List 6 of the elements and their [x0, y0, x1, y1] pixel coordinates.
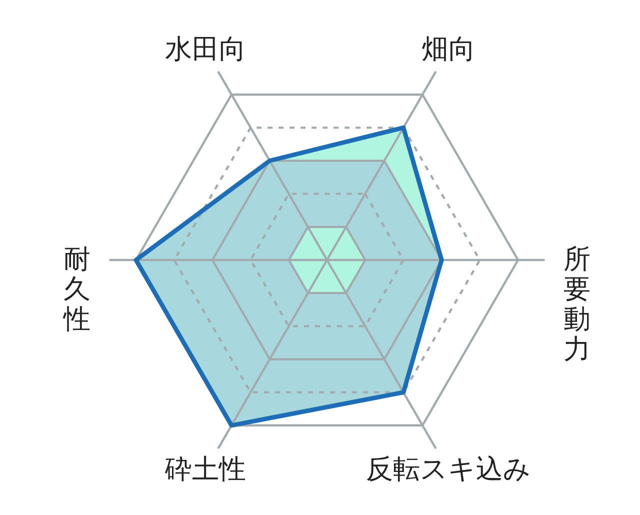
spoke-label: 砕土性: [164, 454, 246, 486]
spoke-label: 耐久性: [62, 244, 90, 335]
spoke-label: 反転スキ込み: [366, 454, 531, 486]
spoke-label: 水田向: [165, 34, 246, 65]
spoke-label: 畑向: [421, 34, 476, 65]
spoke-label: 所要動力: [564, 244, 591, 365]
